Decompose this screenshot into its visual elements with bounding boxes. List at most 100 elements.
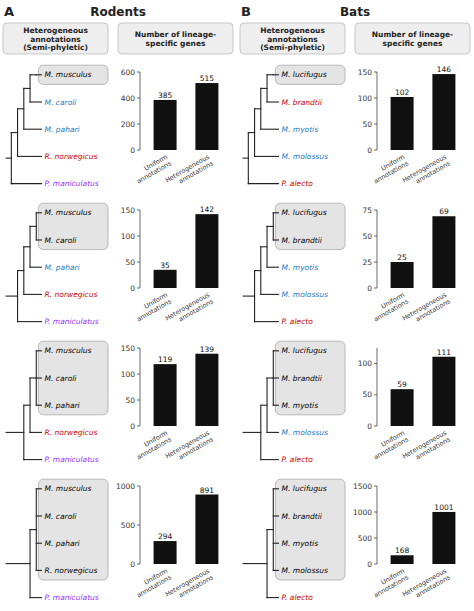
y-tick <box>137 236 140 237</box>
panel: M. musculusM. caroliM. pahariR. norwegic… <box>6 479 218 605</box>
bars <box>154 495 219 564</box>
tree-branch <box>18 156 42 157</box>
bar <box>154 270 177 288</box>
bar <box>391 389 414 426</box>
bars <box>391 74 456 150</box>
species-label: M. pahari <box>45 401 81 410</box>
y-tick <box>374 363 377 364</box>
y-tick <box>137 348 140 349</box>
species-label: P. maniculatus <box>45 455 99 464</box>
header-box <box>240 23 345 54</box>
y-tick <box>374 426 377 427</box>
tree-branch <box>30 529 36 530</box>
species-label: M. caroli <box>45 98 78 107</box>
y-tick-label: 0 <box>130 422 135 431</box>
species-label: P. alecto <box>282 179 314 188</box>
y-tick-label: 150 <box>358 68 373 77</box>
y-tick-label: 0 <box>130 560 135 569</box>
bar <box>432 512 455 564</box>
species-label: M. caroli <box>45 374 78 383</box>
y-tick <box>137 72 140 73</box>
data-label: 168 <box>395 546 410 555</box>
bars <box>154 354 219 426</box>
tree-branch <box>11 132 17 133</box>
text-line: annotations <box>414 573 452 600</box>
species-label: M. myotis <box>282 125 319 134</box>
y-axis-line <box>140 348 141 426</box>
bar <box>154 364 177 426</box>
title: Rodents <box>90 5 146 19</box>
tree-branch <box>36 74 41 75</box>
header-box <box>355 23 470 54</box>
tree-branch <box>273 212 278 213</box>
species-label: M. brandtii <box>282 374 323 383</box>
tree-branch <box>243 432 261 433</box>
column-header: Heterogeneousannotations(Semi-phyletic) <box>260 26 325 52</box>
tree-branch <box>267 432 278 433</box>
data-label: 146 <box>437 65 452 74</box>
species-label: P. alecto <box>282 455 314 464</box>
tree-branch <box>36 488 41 489</box>
species-label: M. myotis <box>282 263 319 272</box>
y-tick-label: 0 <box>367 284 372 293</box>
tree-branch <box>30 267 41 268</box>
bar <box>432 216 455 288</box>
ingroup-box <box>275 65 345 84</box>
tree-branch <box>273 543 278 544</box>
y-tick <box>374 98 377 99</box>
text-line: annotations <box>177 297 215 324</box>
y-tick-label: 100 <box>121 232 136 241</box>
tree-branch <box>267 74 273 75</box>
species-label: R. norwegicus <box>45 566 98 575</box>
tree-branch <box>30 226 36 227</box>
y-tick-label: 600 <box>121 68 136 77</box>
species-label: P. alecto <box>282 317 314 326</box>
data-label: 102 <box>395 88 410 97</box>
species-label: M. molossus <box>282 428 328 437</box>
title: Bats <box>340 5 370 19</box>
bar <box>432 357 455 426</box>
bars <box>154 83 219 150</box>
tree-branch <box>273 488 278 489</box>
panel: M. lucifugusM. brandtiiM. myotisM. molos… <box>243 203 455 329</box>
y-tick <box>374 124 377 125</box>
y-tick-label: 1500 <box>353 482 372 491</box>
y-axis-line <box>377 210 378 288</box>
tree-branch <box>273 405 278 406</box>
species-label: P. maniculatus <box>45 179 99 188</box>
x-tick-label: Heterogeneousannotations <box>401 290 452 329</box>
column-header: Number of lineage-specific genes <box>135 30 216 48</box>
y-tick <box>374 288 377 289</box>
text-line: specific genes <box>383 39 443 48</box>
y-tick-label: 25 <box>362 258 372 267</box>
y-tick-label: 50 <box>362 232 372 241</box>
species-label: P. maniculatus <box>45 317 99 326</box>
species-label: M. musculus <box>45 70 92 79</box>
tree-branch <box>18 270 24 271</box>
text-line: annotations <box>177 159 215 186</box>
y-tick-label: 500 <box>358 534 373 543</box>
tree-branch <box>243 158 248 159</box>
tree-branch <box>6 158 11 159</box>
ingroup-box <box>38 341 108 415</box>
tree-branch <box>273 74 278 75</box>
y-axis-line <box>377 348 378 426</box>
ingroup-box <box>38 65 108 84</box>
x-tick-label: Heterogeneousannotations <box>164 428 215 467</box>
tree-branch <box>6 432 24 433</box>
y-tick-label: 1000 <box>353 508 372 517</box>
tree-branch <box>36 405 41 406</box>
x-tick-label: Heterogeneousannotations <box>401 152 452 191</box>
species-label: M. molossus <box>282 566 328 575</box>
tree-branch <box>6 563 30 564</box>
tree-branch <box>267 101 278 102</box>
y-tick-label: 0 <box>130 284 135 293</box>
tree-branch <box>273 377 278 378</box>
panel: BBatsHeterogeneousannotations(Semi-phyle… <box>240 4 470 191</box>
y-tick <box>374 486 377 487</box>
bar <box>391 262 414 288</box>
tree-branch <box>255 321 279 322</box>
species-label: M. lucifugus <box>282 208 327 217</box>
panel: ARodentsHeterogeneousannotations(Semi-ph… <box>3 4 233 191</box>
data-label: 385 <box>158 91 173 100</box>
